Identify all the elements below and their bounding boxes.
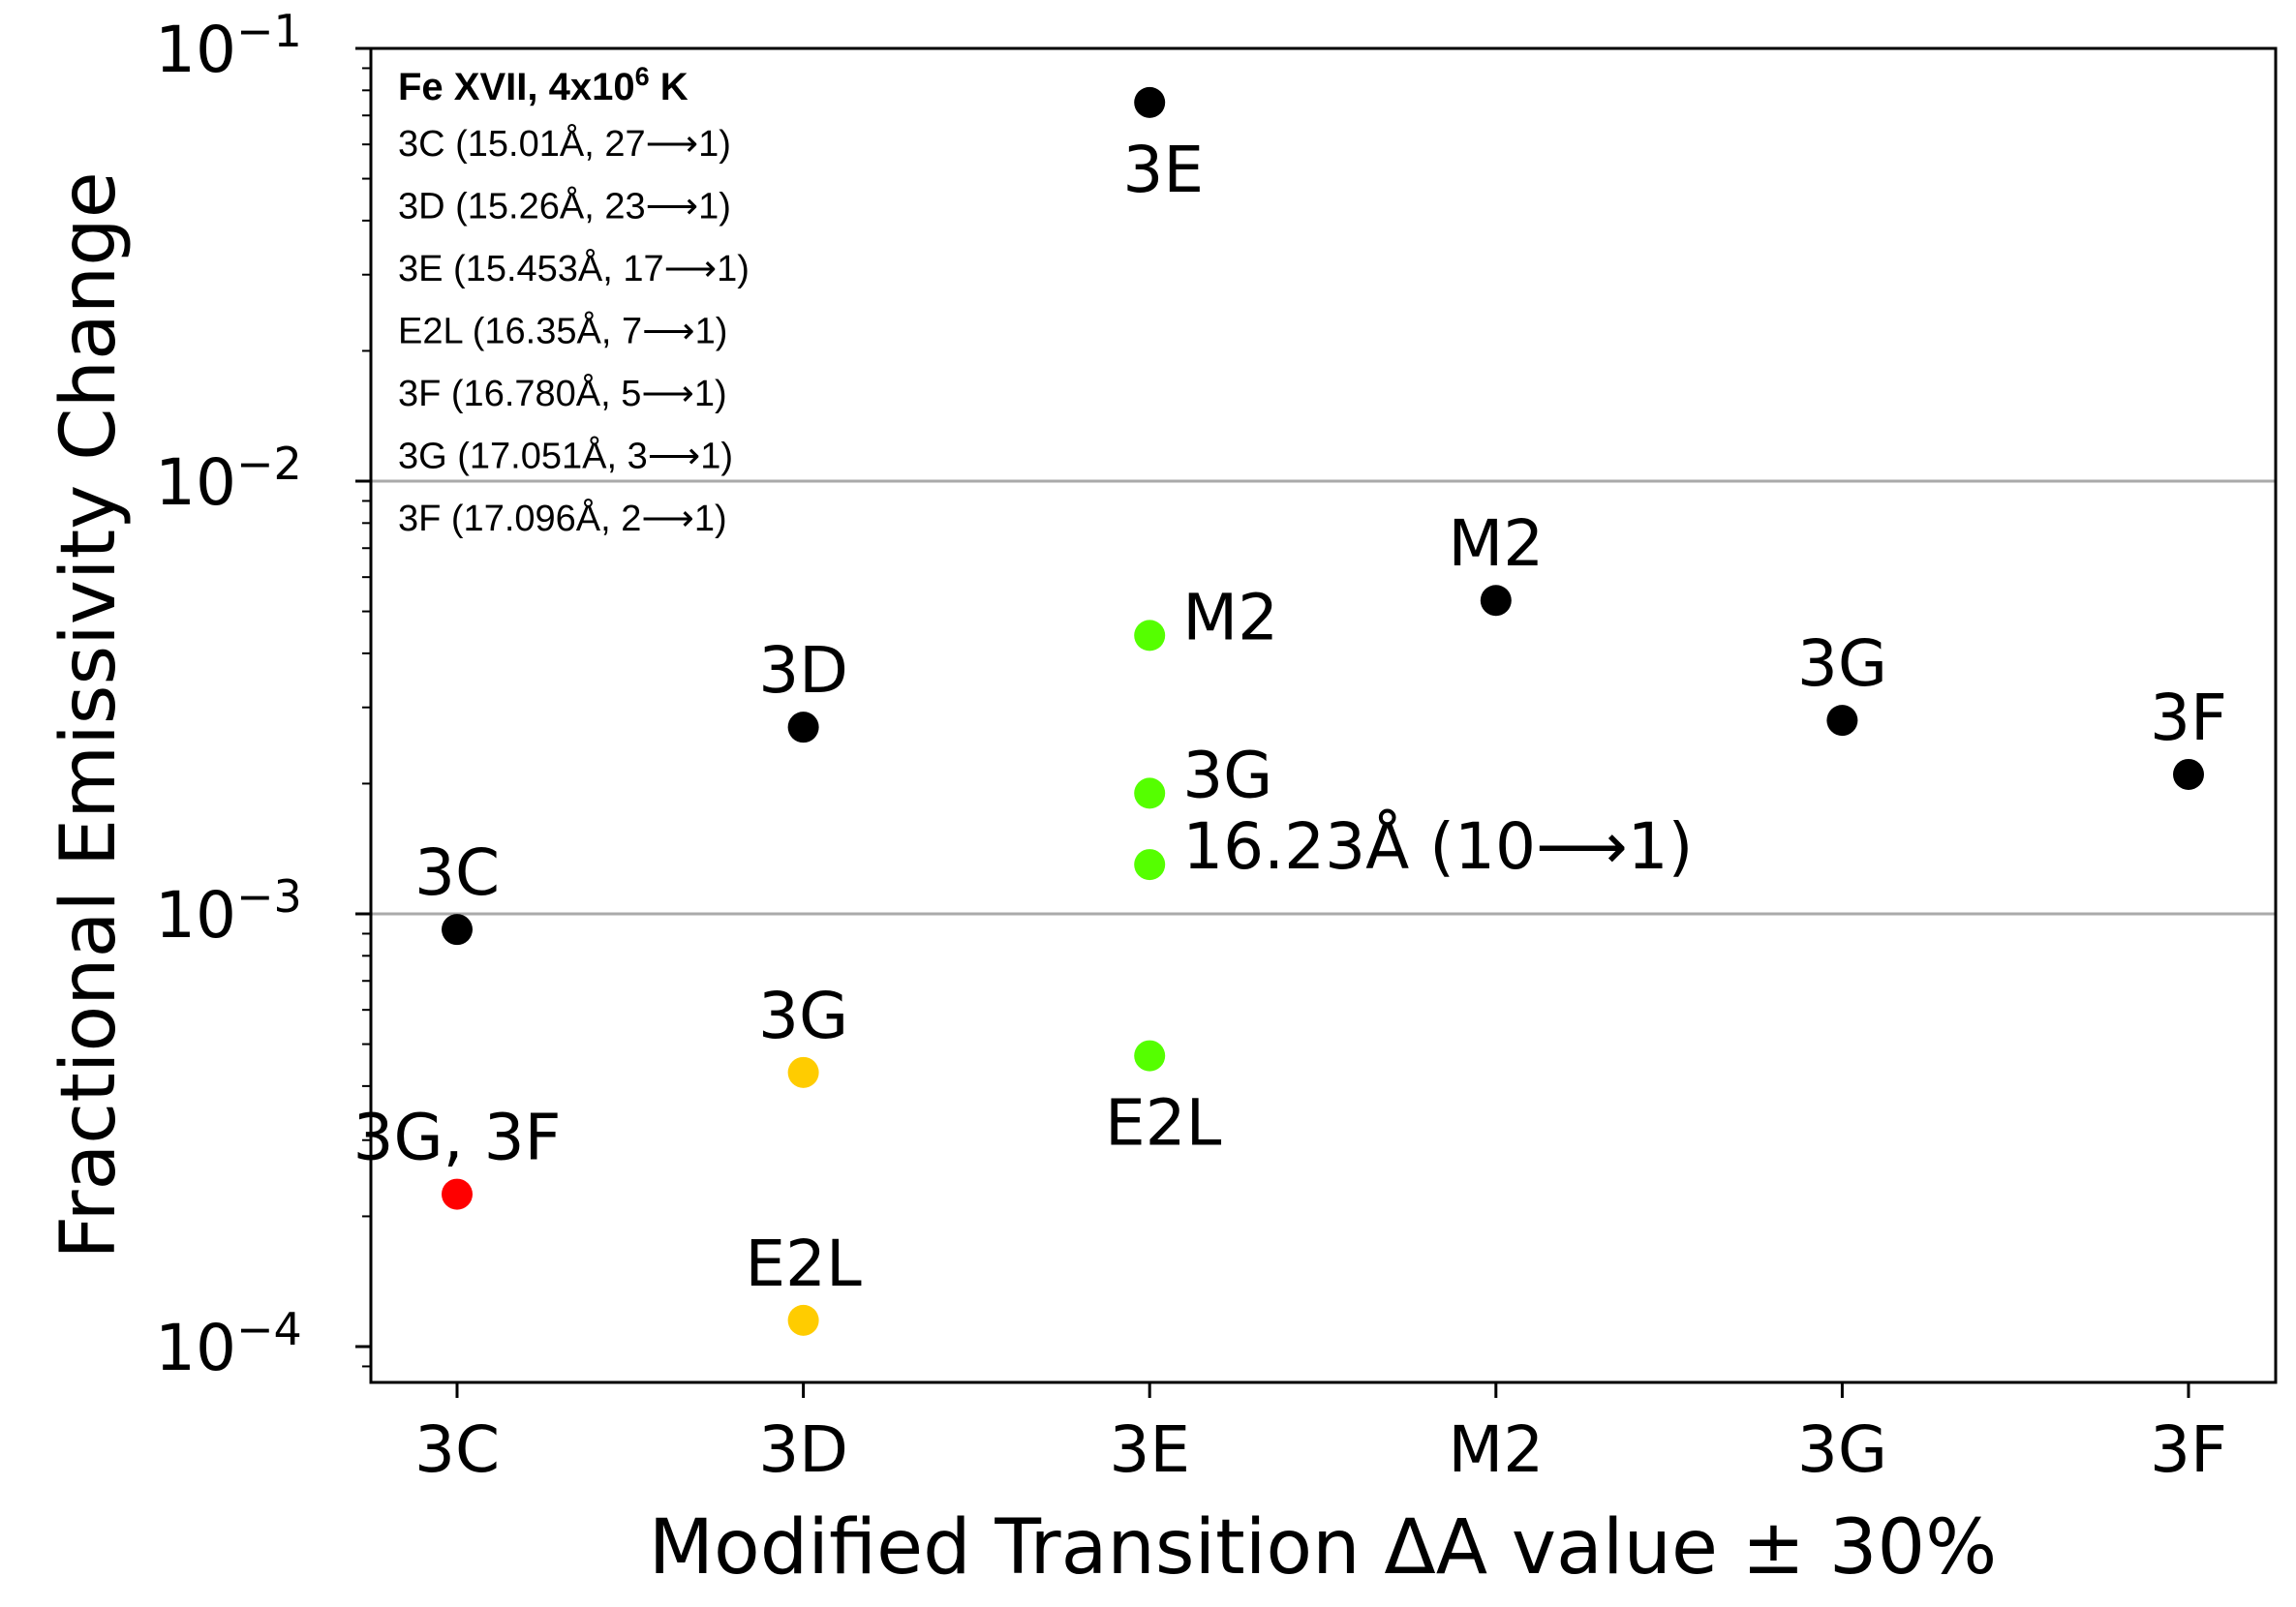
- point-label: 16.23Å (10⟶1): [1182, 809, 1693, 884]
- x-tick-label: 3F: [2150, 1412, 2227, 1487]
- y-tick-label: 10−2: [155, 438, 302, 520]
- legend-entry: 3F (16.780Å, 5⟶1): [398, 372, 727, 414]
- data-point: [787, 712, 819, 743]
- y-tick-label: 10−1: [155, 5, 302, 87]
- point-label: 3G, 3F: [352, 1101, 561, 1175]
- data-point: [1134, 620, 1166, 652]
- data-point: [1480, 585, 1512, 617]
- legend: Fe XVII, 4x106 K 3C (15.01Å, 27⟶1) 3D (15…: [398, 62, 750, 539]
- legend-entry: 3G (17.051Å, 3⟶1): [398, 435, 733, 477]
- data-point: [787, 1056, 819, 1088]
- data-points: [442, 86, 2204, 1336]
- plot-frame: [369, 46, 2278, 1384]
- point-label: 3G: [1797, 626, 1887, 701]
- legend-entry: E2L (16.35Å, 7⟶1): [398, 310, 727, 352]
- y-axis-title: Fractional Emissivity Change: [46, 171, 133, 1259]
- x-tick-label: 3E: [1109, 1412, 1190, 1487]
- legend-entry: 3D (15.26Å, 23⟶1): [398, 185, 731, 227]
- data-point: [1134, 777, 1166, 809]
- legend-title-sup: 6: [635, 62, 650, 91]
- data-point: [1826, 705, 1858, 737]
- point-label: 3F: [2150, 681, 2227, 755]
- data-point: [1134, 86, 1166, 118]
- legend-title-main: Fe XVII, 4x10: [398, 66, 635, 108]
- point-label: 3G: [1182, 738, 1272, 812]
- point-label: E2L: [1105, 1086, 1222, 1161]
- point-label: E2L: [745, 1227, 862, 1301]
- y-axis-ticks: 10−1 10−2 10−3 10−4: [155, 5, 371, 1385]
- x-tick-label: 3C: [414, 1412, 500, 1487]
- y-tick-label: 10−3: [155, 870, 302, 953]
- legend-entry: 3F (17.096Å, 2⟶1): [398, 497, 727, 539]
- data-point: [2173, 758, 2204, 790]
- legend-entry: 3E (15.453Å, 17⟶1): [398, 247, 750, 289]
- data-point: [1134, 849, 1166, 881]
- legend-title: Fe XVII, 4x106 K: [398, 62, 689, 108]
- point-label: 3D: [758, 633, 848, 708]
- point-label: M2: [1448, 506, 1544, 581]
- x-axis-ticks: 3C 3D 3E M2 3G 3F: [414, 1382, 2227, 1487]
- legend-title-tail: K: [650, 66, 689, 108]
- y-tick-label: 10−4: [155, 1303, 302, 1385]
- x-tick-label: M2: [1448, 1412, 1544, 1487]
- point-label: 3G: [758, 979, 848, 1053]
- x-axis-title: Modified Transition ΔA value ± 30%: [649, 1504, 1998, 1592]
- gridlines: [371, 479, 2276, 916]
- point-label: 3C: [414, 835, 500, 910]
- data-point: [1134, 1040, 1166, 1072]
- data-point: [787, 1304, 819, 1336]
- x-tick-label: 3G: [1797, 1412, 1887, 1487]
- legend-entry: 3C (15.01Å, 27⟶1): [398, 122, 731, 165]
- point-label: M2: [1182, 580, 1278, 654]
- data-point: [442, 1178, 473, 1210]
- x-tick-label: 3D: [758, 1412, 848, 1487]
- point-label: 3E: [1122, 133, 1204, 207]
- data-point: [442, 914, 473, 946]
